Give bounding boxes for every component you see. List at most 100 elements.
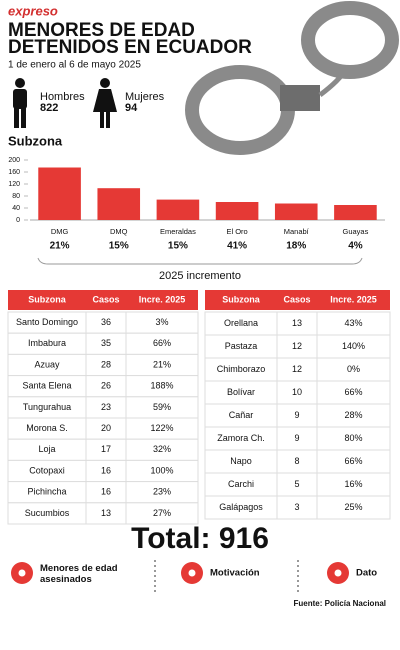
footer-icon-dot: [334, 569, 342, 577]
table-cell: 13: [292, 318, 302, 328]
logo: expreso: [8, 3, 58, 18]
footer-label: Dato: [356, 568, 377, 579]
table-cell: 28: [101, 359, 111, 369]
y-tick-label: 120: [8, 181, 20, 188]
table-cell: 3%: [155, 317, 168, 327]
total: Total: 916: [131, 522, 269, 555]
table-header: Subzona: [222, 294, 260, 304]
table-cell: 9: [294, 410, 299, 420]
table-header-bg: [205, 290, 390, 310]
y-tick-label: 0: [16, 217, 20, 224]
table-cell: 9: [294, 433, 299, 443]
footer-icon-dot: [188, 569, 196, 577]
increment-label: 41%: [227, 241, 247, 252]
table-cell: Imbabura: [28, 338, 66, 348]
table-cell: 23: [101, 402, 111, 412]
woman-icon: [93, 78, 117, 128]
table-cell: 66%: [344, 456, 362, 466]
table-cell: Orellana: [224, 318, 258, 328]
men-label: Hombres: [40, 91, 85, 103]
table-cell: 43%: [344, 318, 362, 328]
table-cell: Pastaza: [225, 341, 258, 351]
table-cell: Cotopaxi: [29, 465, 65, 475]
table-cell: 17: [101, 444, 111, 454]
x-tick-label: DMG: [51, 227, 69, 236]
table-cell: 59%: [153, 402, 171, 412]
bar: [334, 205, 377, 220]
table-cell: Zamora Ch.: [217, 433, 265, 443]
table-cell: 140%: [342, 341, 365, 351]
table-cell: Sucumbios: [25, 508, 70, 518]
increment-label: 18%: [286, 241, 306, 252]
x-tick-label: Guayas: [342, 227, 368, 236]
title-line: MENORES DE EDAD: [8, 20, 195, 41]
bar: [274, 203, 318, 220]
table-cell: Loja: [38, 444, 55, 454]
x-tick-label: DMQ: [110, 227, 128, 236]
table-cell: 16: [101, 487, 111, 497]
table-cell: 0%: [347, 364, 360, 374]
bar: [215, 202, 259, 220]
table-cell: 66%: [153, 338, 171, 348]
increment-label: 15%: [109, 241, 129, 252]
table-header-bg: [8, 290, 198, 310]
table-cell: Chimborazo: [217, 364, 266, 374]
table-cell: 3: [294, 502, 299, 512]
table-cell: Azuay: [34, 359, 60, 369]
table-header: Incre. 2025: [139, 294, 186, 304]
table-cell: 25%: [344, 502, 362, 512]
table-cell: 100%: [150, 465, 173, 475]
table-header: Subzona: [28, 294, 66, 304]
table-cell: 32%: [153, 444, 171, 454]
bracket: [37, 257, 363, 265]
table-cell: 8: [294, 456, 299, 466]
footer-label: Menores de edad asesinados: [40, 563, 118, 585]
women-label: Mujeres: [125, 91, 165, 103]
table-cell: Napo: [230, 456, 252, 466]
man-icon: [13, 78, 27, 128]
table-cell: 26: [101, 381, 111, 391]
y-tick-label: 160: [8, 169, 20, 176]
table-cell: 23%: [153, 487, 171, 497]
table-cell: 188%: [150, 381, 173, 391]
table-cell: Tungurahua: [23, 402, 71, 412]
handcuffs: [185, 1, 399, 155]
chart-title: Subzona: [8, 133, 63, 148]
women-count: 94: [125, 102, 138, 114]
x-tick-label: Emeraldas: [160, 227, 196, 236]
table-cell: 36: [101, 317, 111, 327]
y-tick-label: 200: [8, 157, 20, 164]
increment-label: 15%: [168, 241, 188, 252]
bar: [38, 167, 81, 220]
source: Fuente: Policía Nacional: [294, 599, 386, 608]
table-cell: 35: [101, 338, 111, 348]
table-cell: 13: [101, 508, 111, 518]
table-cell: 28%: [344, 410, 362, 420]
table-cell: Morona S.: [26, 423, 68, 433]
table-cell: 20: [101, 423, 111, 433]
subtitle: 1 de enero al 6 de mayo 2025: [8, 60, 141, 71]
table-cell: Galápagos: [219, 502, 263, 512]
table-cell: 12: [292, 364, 302, 374]
table-cell: 21%: [153, 359, 171, 369]
table-cell: 80%: [344, 433, 362, 443]
increment-label: 4%: [348, 241, 363, 252]
table-cell: Cañar: [229, 410, 254, 420]
table-cell: 16%: [344, 479, 362, 489]
increment-label: 21%: [50, 241, 70, 252]
table-row: [7, 502, 199, 525]
table-cell: Pichincha: [27, 487, 66, 497]
table-cell: 10: [292, 387, 302, 397]
footer-icon-dot: [18, 569, 26, 577]
table-row: [204, 495, 391, 520]
increment-caption: 2025 incremento: [159, 270, 241, 282]
y-tick-label: 80: [12, 193, 20, 200]
table-cell: 27%: [153, 508, 171, 518]
table-cell: 16: [101, 465, 111, 475]
table-header: Casos: [283, 294, 310, 304]
table-cell: Santa Elena: [22, 381, 71, 391]
table-cell: 66%: [344, 387, 362, 397]
table-header: Incre. 2025: [330, 294, 377, 304]
footer-label: Motivación: [210, 568, 260, 579]
